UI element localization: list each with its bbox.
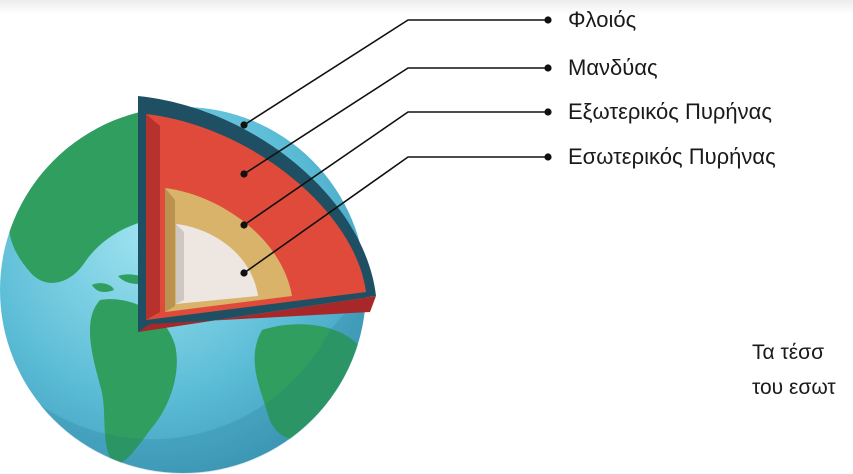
mantle-label: Μανδύας [568,55,658,80]
globe-shadow [40,290,367,474]
outer-core-label: Εξωτερικός Πυρήνας [568,99,772,124]
cut-side-face [138,296,376,332]
mantle-dot-outer [544,64,552,72]
north-america-land [8,110,150,283]
inner-core-layer [176,224,258,304]
caribbean-island [92,283,114,293]
leader-lines [243,19,547,274]
inner-core-dot-outer [544,153,552,161]
outer-core-leader-line [243,111,547,226]
inner-core-dot-inner [240,269,248,277]
inner-core-shade [176,224,184,304]
leader-dots [240,16,552,277]
caption-line-2: του εσωτ [752,376,836,399]
mantle-dot-inner [240,170,248,178]
south-america-land [89,299,177,465]
outer-core-dot-outer [544,108,552,116]
crust-dot-outer [544,16,552,24]
outer-core-shade [165,188,175,312]
mantle-leader-line [243,67,547,175]
outer-core-dot-inner [240,221,248,229]
crust-label: Φλοιός [568,7,637,32]
inner-core-label: Εσωτερικός Πυρήνας [568,144,776,169]
crust-dot-inner [240,121,248,129]
crust-leader-line [243,19,547,126]
top-shadow-bar [0,0,853,14]
mantle-inner-shade [146,114,160,320]
inner-core-leader-line [243,156,547,274]
caption-line-1: Τα τέσσ [752,341,825,364]
